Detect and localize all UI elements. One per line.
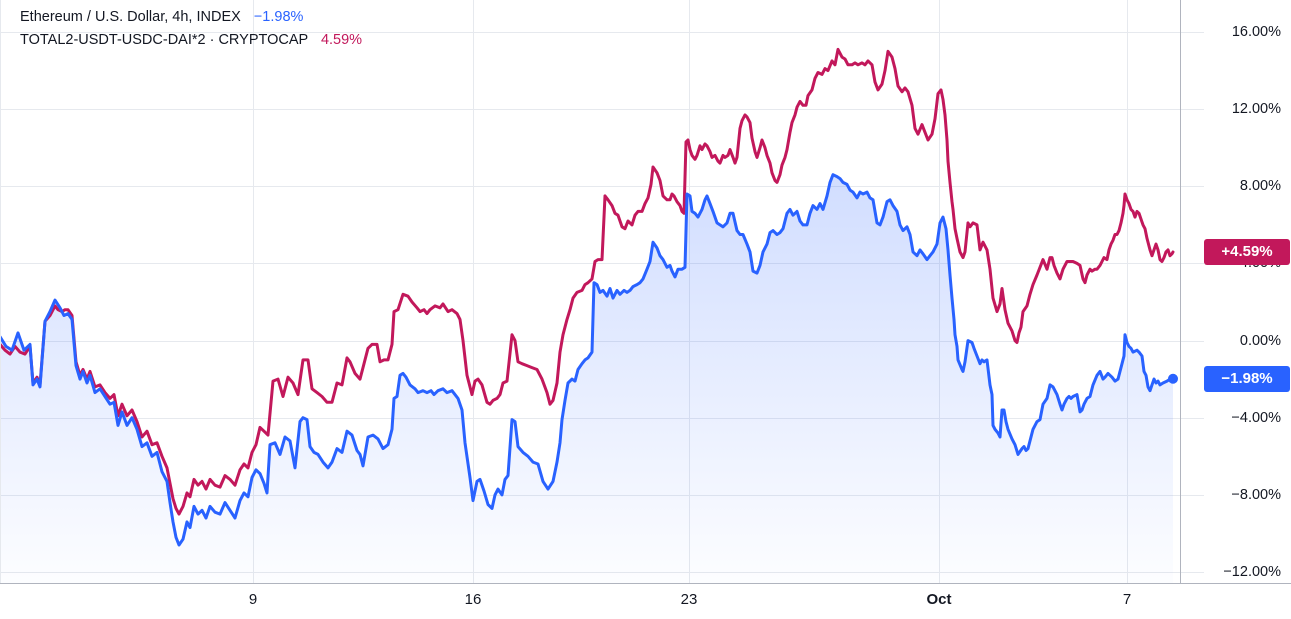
total2-line[interactable] bbox=[0, 47, 1175, 516]
x-axis-label: Oct bbox=[926, 591, 952, 608]
y-axis-label: 0.00% bbox=[1239, 332, 1281, 349]
eth-area-fill bbox=[0, 174, 1173, 583]
x-axis-label: 16 bbox=[464, 591, 482, 608]
eth-line[interactable] bbox=[0, 173, 1175, 547]
legend-symbol-total2[interactable]: TOTAL2-USDT-USDC-DAI*2 · CRYPTOCAP bbox=[20, 32, 308, 48]
legend-value-total2: 4.59% bbox=[320, 32, 363, 48]
y-axis-label: 12.00% bbox=[1231, 101, 1281, 118]
price-badge-eth: −1.98% bbox=[1204, 365, 1290, 392]
price-axis[interactable]: 16.00% 12.00% 8.00% 4.00% 0.00% −4.00% −… bbox=[1181, 0, 1291, 583]
y-axis-label: 8.00% bbox=[1239, 178, 1281, 195]
legend-value-eth: −1.98% bbox=[253, 9, 304, 25]
y-axis-label: −4.00% bbox=[1231, 409, 1281, 426]
x-axis-label: 23 bbox=[680, 591, 698, 608]
legend: Ethereum / U.S. Dollar, 4h, INDEX −1.98%… bbox=[20, 6, 362, 52]
x-axis-label: 7 bbox=[1122, 591, 1132, 608]
legend-row-total2[interactable]: TOTAL2-USDT-USDC-DAI*2 · CRYPTOCAP 4.59% bbox=[20, 29, 362, 52]
axis-border-layer bbox=[0, 0, 1291, 584]
y-axis-label: −8.00% bbox=[1231, 486, 1281, 503]
time-axis[interactable]: 9 16 23 Oct 7 bbox=[0, 584, 1291, 619]
legend-symbol-eth[interactable]: Ethereum / U.S. Dollar, 4h, INDEX bbox=[20, 9, 241, 25]
legend-row-eth[interactable]: Ethereum / U.S. Dollar, 4h, INDEX −1.98% bbox=[20, 6, 362, 29]
y-axis-label: 16.00% bbox=[1231, 24, 1281, 40]
eth-last-price-marker bbox=[1168, 373, 1178, 384]
series-layer[interactable] bbox=[0, 47, 1178, 583]
price-badge-total2: +4.59% bbox=[1204, 239, 1290, 266]
x-axis-label: 9 bbox=[248, 591, 258, 608]
y-axis-label: −12.00% bbox=[1223, 564, 1281, 580]
